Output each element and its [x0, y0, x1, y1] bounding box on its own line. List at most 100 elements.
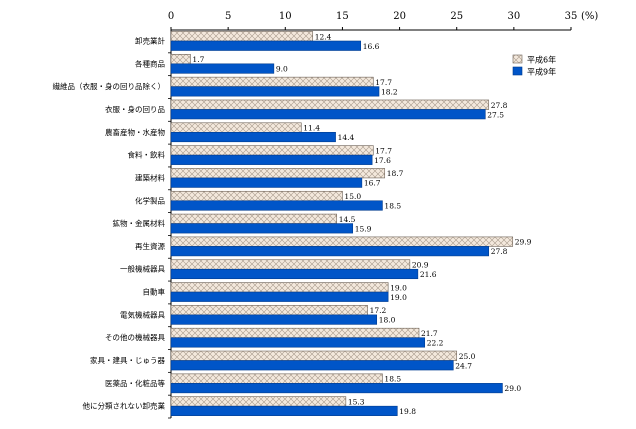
- bar-heisei9: [170, 268, 419, 280]
- value-label-heisei9: 22.2: [427, 339, 444, 348]
- bar-heisei9: [170, 40, 362, 51]
- value-label-heisei9: 19.8: [399, 407, 416, 416]
- bar-heisei9: [170, 200, 383, 211]
- category-label: 卸売業計: [135, 36, 165, 46]
- bar-heisei9: [170, 177, 363, 188]
- category-label: 自動車: [143, 287, 166, 297]
- bar-heisei9: [170, 314, 378, 325]
- value-label-heisei9: 16.6: [363, 42, 380, 51]
- category-label: 化学製品: [135, 195, 165, 205]
- value-label-heisei9: 24.7: [455, 361, 472, 370]
- legend-swatch-heisei9: [512, 66, 523, 76]
- bar-heisei9: [170, 246, 490, 257]
- x-unit-label: (%): [581, 11, 598, 22]
- bar-heisei6: [170, 145, 374, 156]
- bar-heisei6: [170, 99, 490, 110]
- x-tick-label: 15: [336, 11, 349, 22]
- bar-heisei9: [170, 109, 486, 120]
- value-label-heisei9: 21.6: [420, 270, 437, 279]
- value-label-heisei6: 15.0: [344, 192, 361, 201]
- bar-heisei9: [170, 383, 503, 394]
- value-label-heisei6: 1.7: [192, 55, 204, 64]
- value-label-heisei6: 15.3: [348, 397, 365, 406]
- value-label-heisei9: 19.0: [390, 293, 407, 302]
- category-label: 一般機械器具: [120, 264, 165, 274]
- bar-heisei9: [170, 405, 398, 416]
- bar-heisei9: [170, 223, 354, 234]
- legend-label-heisei9: 平成9年: [527, 67, 556, 77]
- value-label-heisei9: 9.0: [276, 65, 288, 74]
- x-tick-label: 25: [450, 11, 463, 22]
- x-tick-label: 35: [565, 11, 578, 22]
- value-label-heisei6: 29.9: [515, 238, 532, 247]
- bar-heisei9: [170, 337, 426, 348]
- bar-heisei6: [170, 350, 458, 361]
- bar-heisei6: [170, 122, 302, 133]
- value-label-heisei6: 12.4: [315, 32, 332, 41]
- bar-heisei6: [170, 76, 374, 87]
- value-label-heisei6: 17.2: [370, 306, 387, 315]
- legend-swatch-heisei6: [512, 54, 523, 64]
- value-label-heisei6: 17.7: [375, 78, 392, 87]
- value-label-heisei6: 18.5: [384, 375, 401, 384]
- bar-heisei9: [170, 131, 336, 143]
- value-label-heisei9: 15.9: [355, 224, 372, 233]
- bar-heisei6: [170, 168, 386, 179]
- bar-heisei6: [170, 327, 420, 339]
- bar-heisei6: [170, 282, 389, 293]
- value-label-heisei9: 14.4: [338, 133, 355, 142]
- bar-heisei9: [170, 63, 275, 74]
- x-tick-label: 10: [279, 11, 292, 22]
- bar-heisei6: [170, 373, 383, 384]
- bar-heisei6: [170, 54, 191, 65]
- bar-heisei6: [170, 236, 514, 247]
- category-label: 電気機械器具: [120, 309, 165, 319]
- value-label-heisei6: 25.0: [459, 352, 476, 361]
- category-label: 繊維品（衣服・身の回り品除く）: [53, 81, 166, 91]
- value-label-heisei6: 17.7: [375, 146, 392, 155]
- bar-heisei6: [170, 396, 347, 407]
- category-label: 衣服・身の回り品: [105, 104, 165, 114]
- legend-label-heisei6: 平成6年: [527, 55, 556, 65]
- value-label-heisei6: 19.0: [390, 283, 407, 292]
- value-label-heisei9: 16.7: [364, 179, 381, 188]
- value-label-heisei9: 18.0: [379, 316, 396, 325]
- value-label-heisei9: 29.0: [504, 384, 521, 393]
- bar-heisei6: [170, 259, 411, 270]
- value-label-heisei6: 14.5: [339, 215, 356, 224]
- category-label: 食料・飲料: [128, 150, 166, 160]
- x-tick-label: 5: [225, 11, 231, 22]
- value-label-heisei6: 21.7: [421, 329, 438, 338]
- value-label-heisei6: 18.7: [387, 169, 404, 178]
- bar-heisei6: [170, 31, 314, 42]
- x-tick-label: 0: [168, 11, 174, 22]
- category-label: 鉱物・金属材料: [113, 218, 166, 228]
- category-label: 医薬品・化粧品等: [105, 378, 165, 388]
- category-label: 他に分類されない卸売業: [83, 401, 166, 411]
- value-label-heisei6: 20.9: [412, 261, 429, 270]
- x-tick-label: 20: [393, 11, 406, 22]
- category-label: 再生資源: [135, 241, 165, 251]
- category-label: その他の機械器具: [105, 332, 165, 342]
- bar-heisei6: [170, 305, 368, 316]
- value-label-heisei9: 18.5: [384, 202, 401, 211]
- category-label: 各種商品: [135, 58, 165, 68]
- bar-heisei9: [170, 291, 389, 302]
- bar-heisei6: [170, 213, 338, 224]
- bar-heisei9: [170, 154, 373, 165]
- bar-heisei9: [170, 86, 380, 97]
- value-label-heisei9: 27.5: [487, 110, 504, 119]
- category-label: 家具・建具・じゅう器: [90, 355, 165, 365]
- x-tick-label: 30: [507, 11, 520, 22]
- value-label-heisei9: 18.2: [381, 87, 398, 96]
- value-label-heisei9: 17.6: [374, 156, 391, 165]
- bar-heisei9: [170, 360, 454, 371]
- value-label-heisei6: 11.4: [303, 124, 320, 133]
- bar-heisei6: [170, 190, 343, 202]
- value-label-heisei9: 27.8: [491, 247, 508, 256]
- category-label: 建築材料: [135, 172, 165, 182]
- category-label: 農畜産物・水産物: [105, 127, 165, 137]
- value-label-heisei6: 27.8: [491, 101, 508, 110]
